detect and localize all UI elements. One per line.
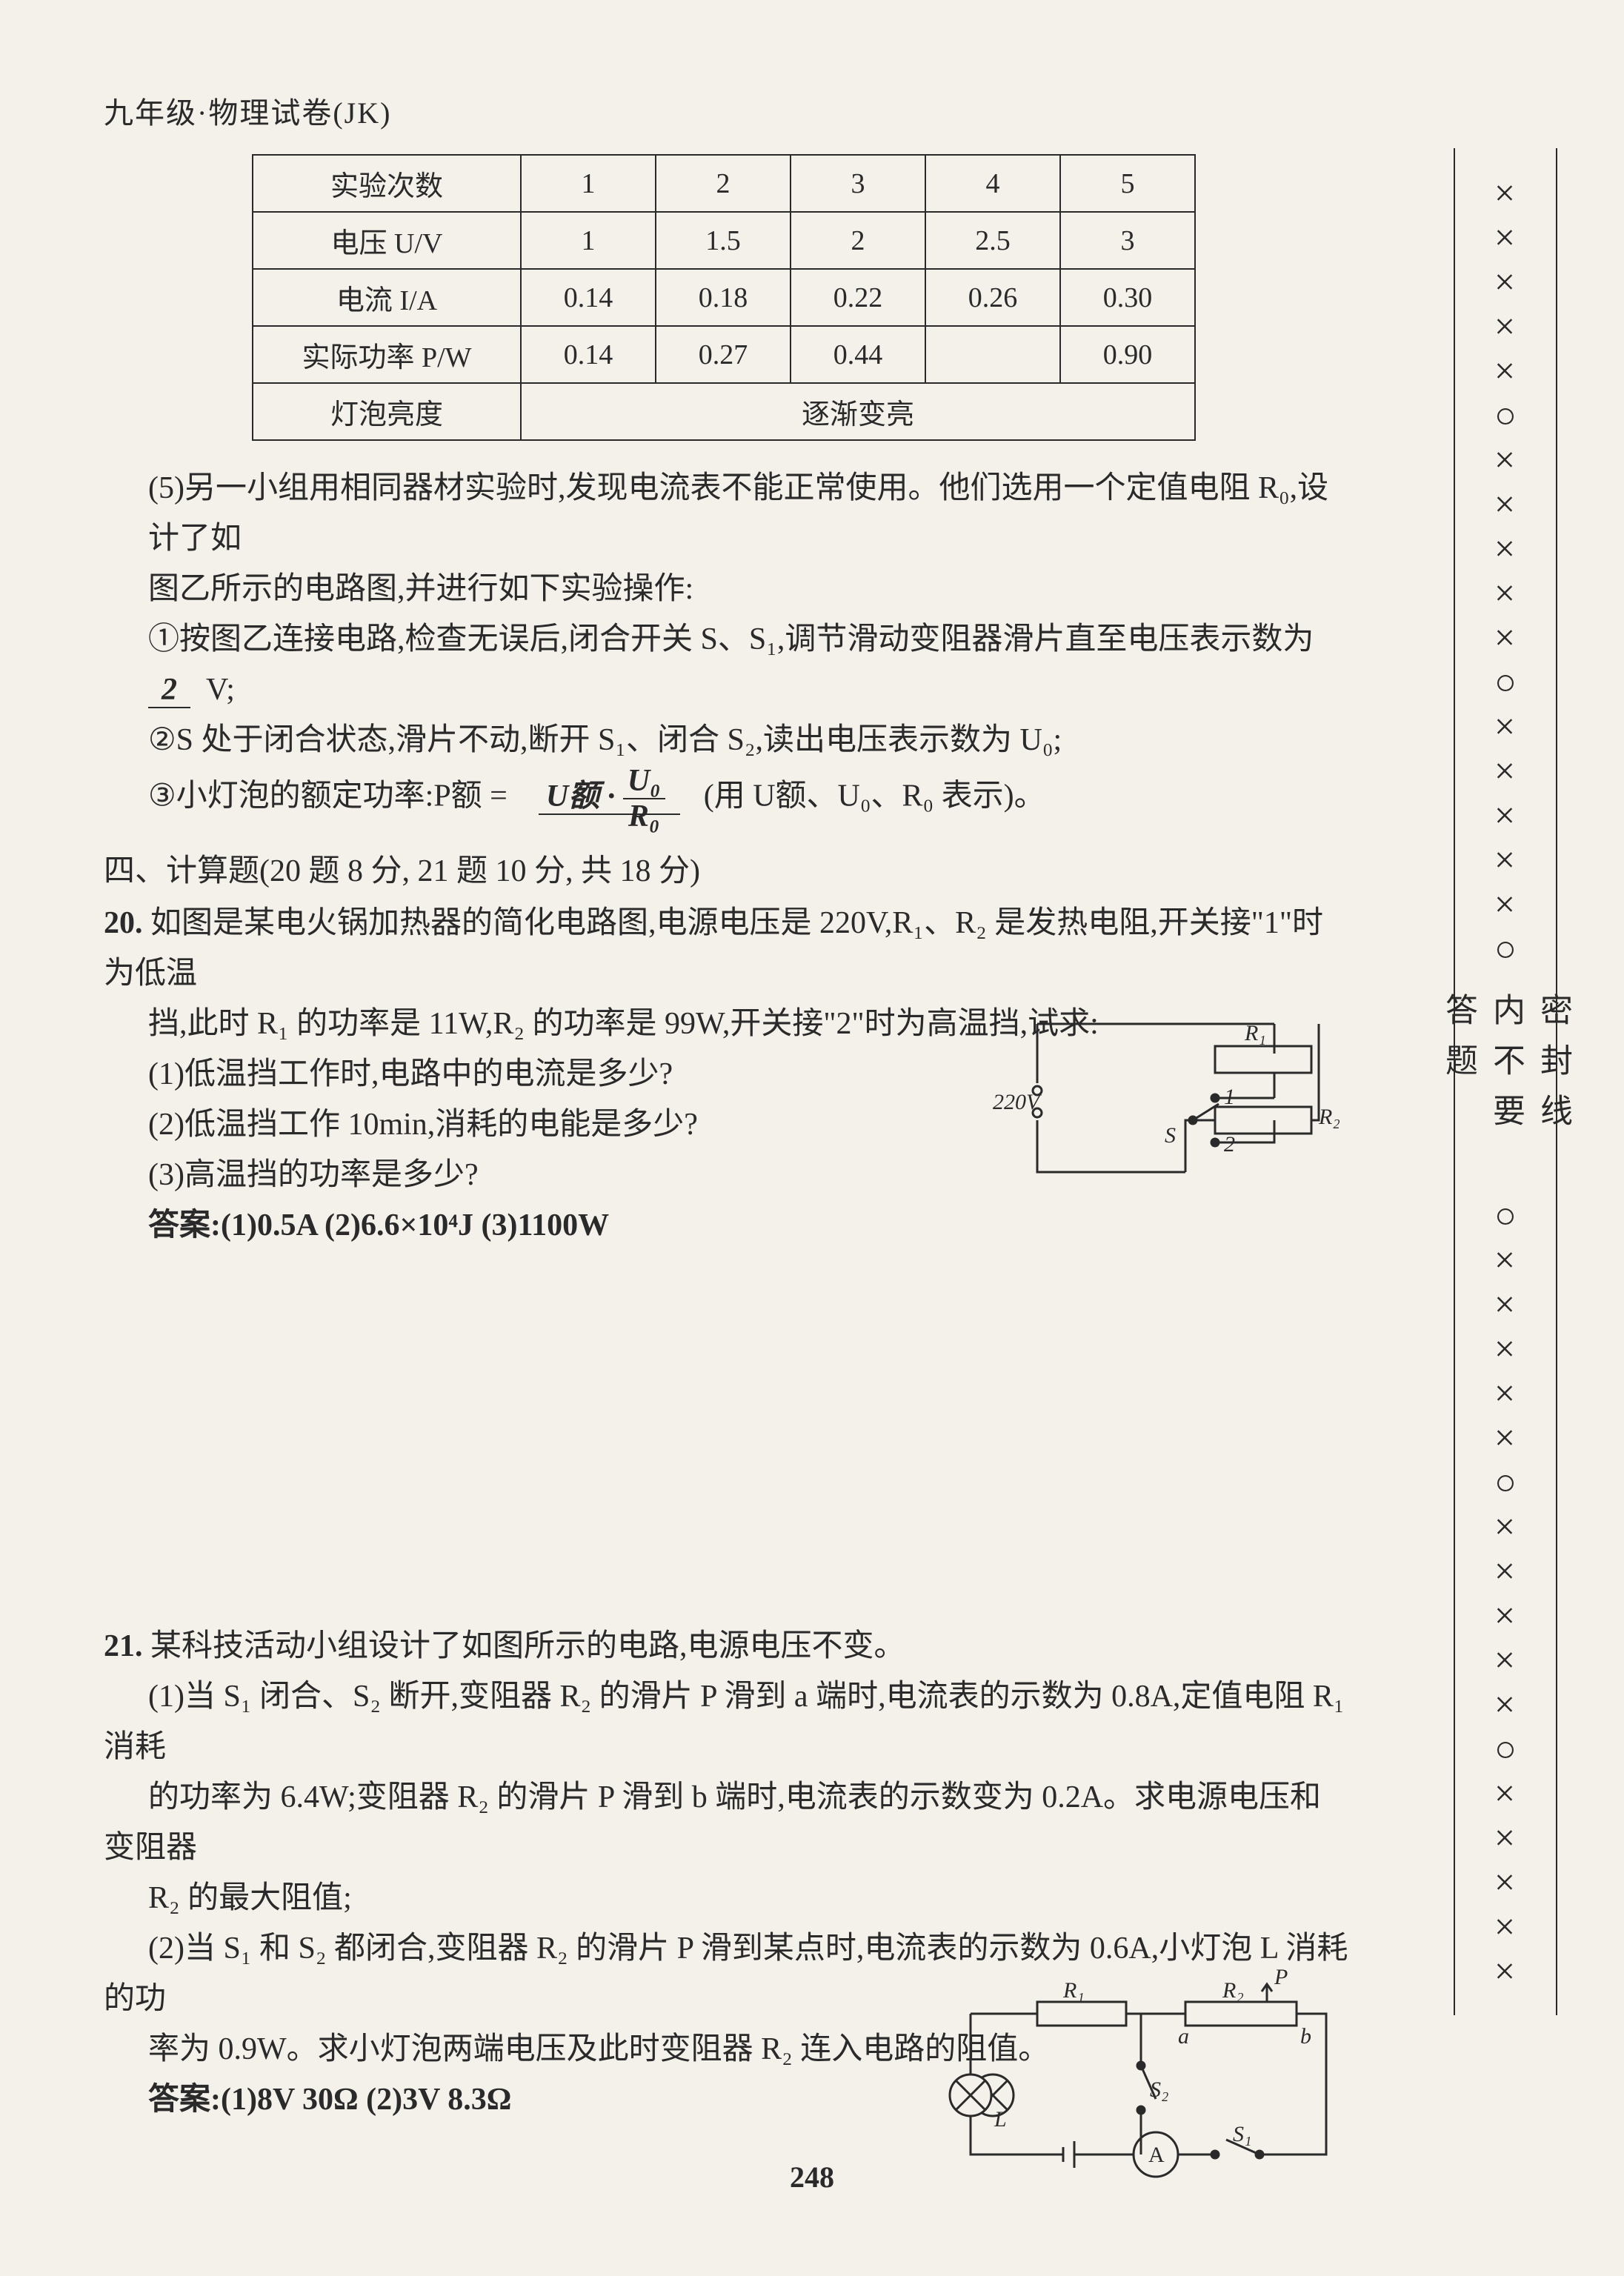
table-cell xyxy=(925,326,1060,383)
answer: 答案:(1)8V 30Ω (2)3V 8.3Ω xyxy=(148,2083,511,2117)
table-cell: 4 xyxy=(925,155,1060,212)
table-row: 灯泡亮度 逐渐变亮 xyxy=(253,383,1195,440)
table-cell: 3 xyxy=(791,155,925,212)
table-cell: 2 xyxy=(791,212,925,269)
seal-strip: ×××××○×××××○×××××○ 密封线内不要答题 ○×××××○×××××… xyxy=(1454,148,1557,2015)
fraction: U₀ R₀ xyxy=(623,765,665,832)
text: (3)高温挡的功率是多少? xyxy=(148,1158,479,1192)
circuit-diagram-q21: R₁ R₂ a b P L S₂ S₁ A xyxy=(941,1969,1356,2192)
row-label: 电压 U/V xyxy=(253,212,521,269)
text: 率为 0.9W。求小灯泡两端电压及此时变阻器 R₂ 连入电路的阻值。 xyxy=(148,2032,1049,2066)
text: (1)低温挡工作时,电路中的电流是多少? xyxy=(148,1057,673,1091)
table-cell: 0.14 xyxy=(521,326,656,383)
table-cell: 0.22 xyxy=(791,269,925,326)
question-20: 20. 如图是某电火锅加热器的简化电路图,电源电压是 220V,R₁、R₂ 是发… xyxy=(104,898,1348,1251)
label-b: b xyxy=(1300,2024,1311,2049)
label-p: P xyxy=(1274,1969,1288,1989)
text: ③小灯泡的额定功率:P额 = xyxy=(148,779,508,813)
seal-text: 密封线内不要答题 xyxy=(1434,971,1577,1193)
text: ②S 处于闭合状态,滑片不动,断开 S₁、闭合 S₂,读出电压表示数为 U₀; xyxy=(148,723,1062,757)
text: 如图是某电火锅加热器的简化电路图,电源电压是 220V,R₁、R₂ 是发热电阻,… xyxy=(104,906,1323,991)
page-number: 248 xyxy=(0,2160,1624,2195)
table-row: 电压 U/V 1 1.5 2 2.5 3 xyxy=(253,212,1195,269)
text: (用 U额、U₀、R₀ 表示)。 xyxy=(704,779,1045,813)
text: 某科技活动小组设计了如图所示的电路,电源电压不变。 xyxy=(150,1629,905,1663)
page: 九年级·物理试卷(JK) 实验次数 1 2 3 4 5 电压 U/V 1 1.5… xyxy=(104,89,1348,2125)
table-cell: 0.14 xyxy=(521,269,656,326)
table-cell: 0.30 xyxy=(1060,269,1195,326)
section-heading: 四、计算题(20 题 8 分, 21 题 10 分, 共 18 分) xyxy=(104,845,1348,891)
table-cell-wide: 逐渐变亮 xyxy=(521,383,1195,440)
label-a: a xyxy=(1178,2024,1189,2049)
text: (5)另一小组用相同器材实验时,发现电流表不能正常使用。他们选用一个定值电阻 R… xyxy=(148,471,1328,556)
text: (1)当 S₁ 闭合、S₂ 断开,变阻器 R₂ 的滑片 P 滑到 a 端时,电流… xyxy=(104,1680,1345,1764)
table-cell: 5 xyxy=(1060,155,1195,212)
table-cell: 0.27 xyxy=(656,326,791,383)
seal-marks-top: ×××××○×××××○×××××○ xyxy=(1494,170,1517,971)
label-s2: S₂ xyxy=(1150,2077,1168,2102)
table-row: 电流 I/A 0.14 0.18 0.22 0.26 0.30 xyxy=(253,269,1195,326)
text: 的功率为 6.4W;变阻器 R₂ 的滑片 P 滑到 b 端时,电流表的示数变为 … xyxy=(104,1780,1321,1865)
label-l: L xyxy=(994,2107,1007,2132)
table-cell: 0.90 xyxy=(1060,326,1195,383)
label-s: S xyxy=(1165,1123,1176,1148)
table-cell: 0.18 xyxy=(656,269,791,326)
page-header: 九年级·物理试卷(JK) xyxy=(104,89,1348,132)
question-21: 21. 某科技活动小组设计了如图所示的电路,电源电压不变。 (1)当 S₁ 闭合… xyxy=(104,1621,1348,2125)
table-cell: 1 xyxy=(521,212,656,269)
row-label: 实际功率 P/W xyxy=(253,326,521,383)
label-r2: R₂ xyxy=(1222,1978,1244,2003)
table-row: 实验次数 1 2 3 4 5 xyxy=(253,155,1195,212)
table-cell: 0.44 xyxy=(791,326,925,383)
table-cell: 1.5 xyxy=(656,212,791,269)
text: V; xyxy=(206,673,235,707)
label-1: 1 xyxy=(1224,1085,1235,1109)
table-cell: 2.5 xyxy=(925,212,1060,269)
answer: 答案:(1)0.5A (2)6.6×10⁴J (3)1100W xyxy=(148,1208,609,1242)
label-r2: R₂ xyxy=(1318,1105,1340,1129)
label-r1: R₁ xyxy=(1062,1978,1085,2003)
experiment-table: 实验次数 1 2 3 4 5 电压 U/V 1 1.5 2 2.5 3 电流 I… xyxy=(252,154,1196,441)
frac-num: U₀ xyxy=(623,765,665,799)
q-paragraph-5: (5)另一小组用相同器材实验时,发现电流表不能正常使用。他们选用一个定值电阻 R… xyxy=(104,463,1348,832)
label-voltage: 220V xyxy=(993,1090,1042,1114)
label-2: 2 xyxy=(1224,1132,1235,1157)
text: 挡,此时 R₁ 的功率是 11W,R₂ 的功率是 99W,开关接"2"时为高温挡… xyxy=(148,1007,1099,1041)
row-label: 实验次数 xyxy=(253,155,521,212)
q-number: 21. xyxy=(104,1629,143,1663)
row-label: 灯泡亮度 xyxy=(253,383,521,440)
circuit-diagram-q20: 220V R₁ R₂ S 1 2 xyxy=(993,994,1341,1209)
text: ①按图乙连接电路,检查无误后,闭合开关 S、S₁,调节滑动变阻器滑片直至电压表示… xyxy=(148,622,1314,656)
table-cell: 3 xyxy=(1060,212,1195,269)
seal-marks-bottom: ○×××××○×××××○××××× xyxy=(1494,1193,1517,1993)
fill-blank: 2 xyxy=(148,673,190,708)
text: (2)低温挡工作 10min,消耗的电能是多少? xyxy=(148,1108,698,1142)
frac-den: R₀ xyxy=(623,799,665,832)
row-label: 电流 I/A xyxy=(253,269,521,326)
table-cell: 0.26 xyxy=(925,269,1060,326)
table-cell: 2 xyxy=(656,155,791,212)
table-cell: 1 xyxy=(521,155,656,212)
text: 图乙所示的电路图,并进行如下实验操作: xyxy=(148,572,693,606)
label-s1: S₁ xyxy=(1233,2122,1251,2146)
fill-blank: U额 · xyxy=(546,779,615,813)
text: R₂ 的最大阻值; xyxy=(148,1881,352,1915)
label-r1: R₁ xyxy=(1244,1021,1266,1045)
q-number: 20. xyxy=(104,906,143,940)
table-row: 实际功率 P/W 0.14 0.27 0.44 0.90 xyxy=(253,326,1195,383)
